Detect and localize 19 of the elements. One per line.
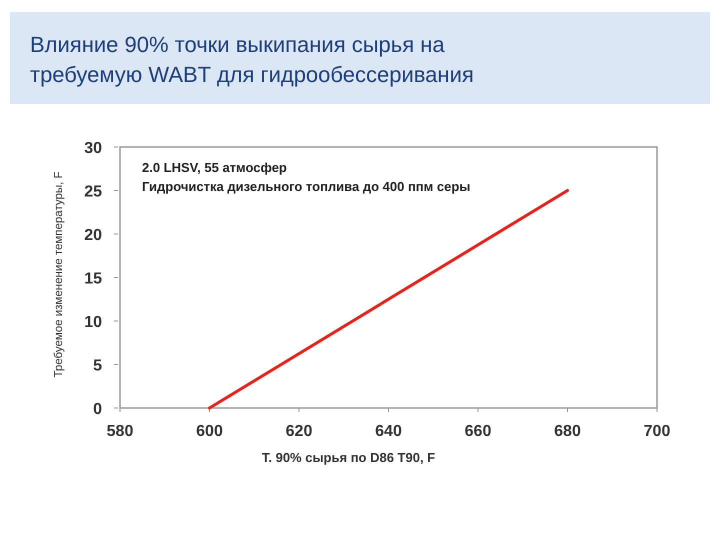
y-tick-label: 20 — [84, 227, 102, 244]
y-tick-label: 0 — [93, 401, 102, 418]
x-axis-title: T. 90% сырья по D86 T90, F — [262, 450, 436, 465]
y-tick-label: 25 — [84, 184, 102, 200]
x-tick-label: 640 — [375, 423, 402, 440]
y-axis-title: Требуемое изменение температуры, F — [53, 171, 65, 378]
x-tick-label: 660 — [464, 423, 492, 440]
x-tick-label: 600 — [196, 423, 223, 440]
annotation: 2.0 LHSV, 55 атмосфер — [142, 160, 287, 175]
y-tick-label: 5 — [93, 358, 102, 374]
y-tick-label: 15 — [84, 270, 102, 288]
annotation: Гидрочистка дизельного топлива до 400 ппм серы — [142, 179, 470, 194]
x-tick-label: 700 — [644, 423, 670, 440]
x-tick-label: 680 — [554, 423, 581, 440]
x-tick-label: 620 — [286, 423, 312, 440]
y-tick-label: 10 — [84, 314, 102, 331]
chart-title: Влияние 90% точки выкипания сырья на требуемую WABT для гидрообессеривания — [30, 32, 474, 87]
x-tick-label: 580 — [106, 423, 134, 440]
y-tick-label: 30 — [84, 140, 102, 157]
